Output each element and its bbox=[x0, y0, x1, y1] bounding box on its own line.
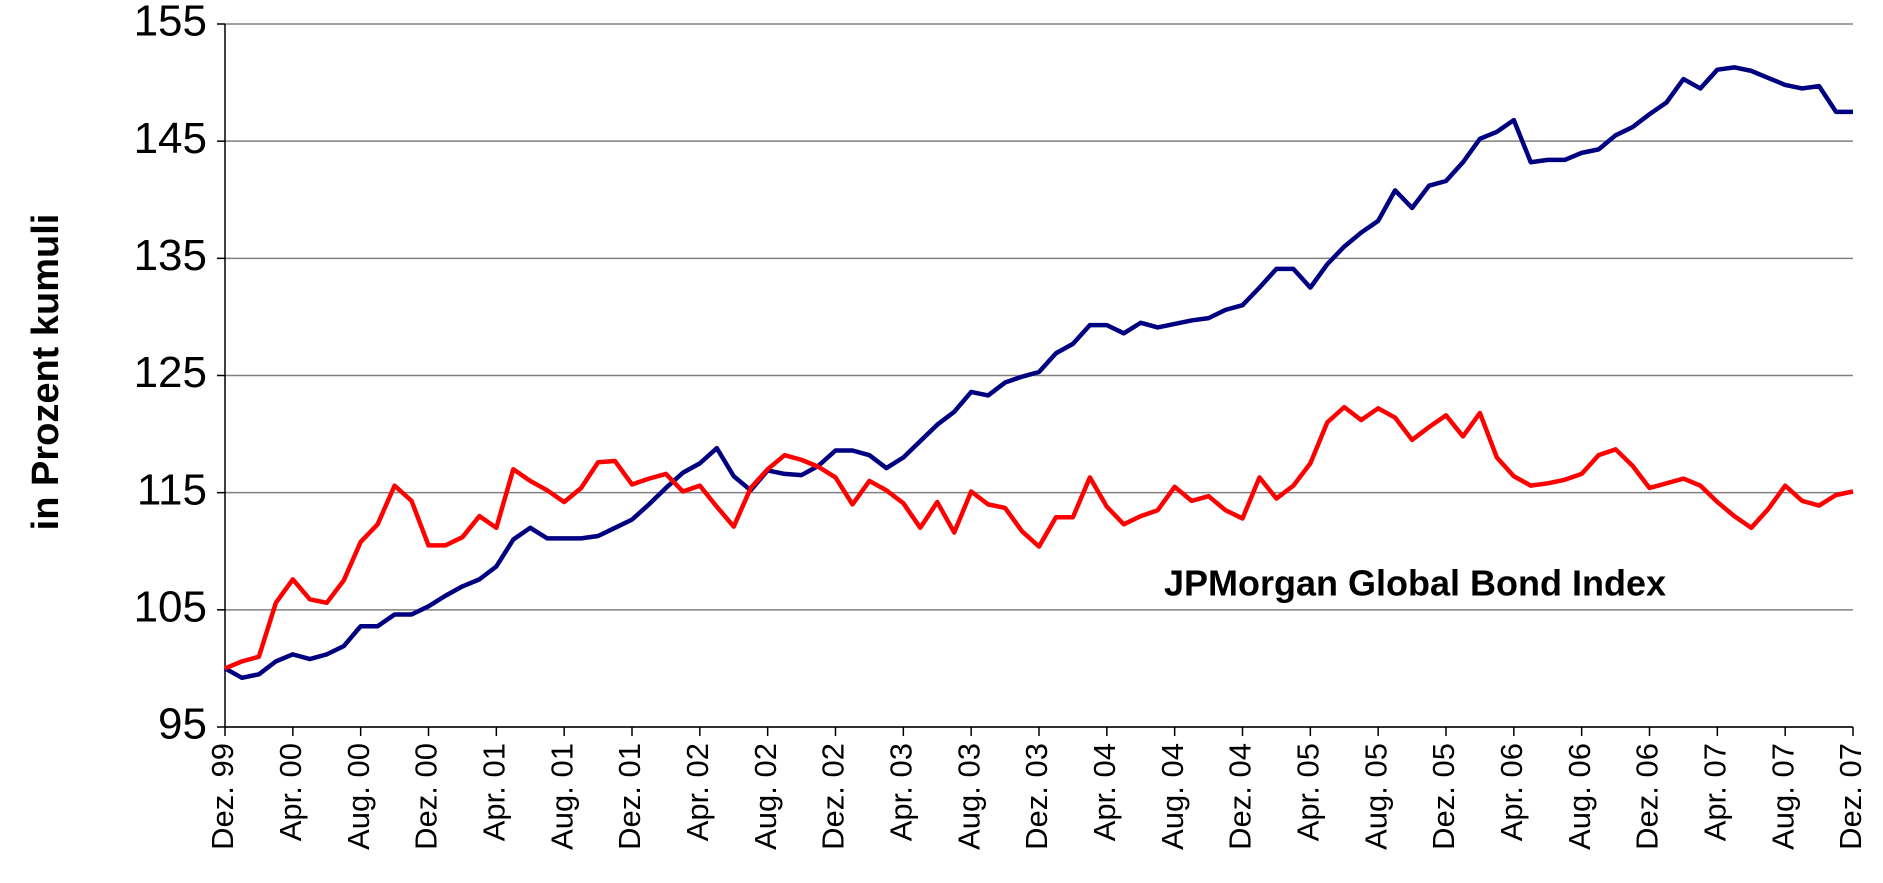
x-tick-label: Apr. 04 bbox=[1087, 743, 1122, 841]
x-tick-label: Dez. 99 bbox=[205, 743, 240, 850]
x-tick-label: Dez. 02 bbox=[816, 743, 851, 850]
y-tick-label: 95 bbox=[158, 700, 207, 749]
series-line bbox=[224, 404, 1854, 671]
x-tick-label: Dez. 07 bbox=[1833, 743, 1868, 850]
y-tick-label: 145 bbox=[134, 114, 207, 163]
x-tick-label: Apr. 03 bbox=[884, 743, 919, 841]
x-tick-label: Aug. 00 bbox=[341, 743, 376, 850]
x-tick-label: Dez. 05 bbox=[1426, 743, 1461, 850]
x-tick-label: Dez. 04 bbox=[1223, 743, 1258, 850]
y-tick-label: 125 bbox=[134, 348, 207, 397]
x-tick-label: Aug. 07 bbox=[1765, 743, 1800, 850]
x-tick-label: Apr. 05 bbox=[1291, 743, 1326, 841]
y-tick-label: 115 bbox=[137, 465, 207, 514]
x-tick-label: Apr. 02 bbox=[680, 743, 715, 841]
x-tick-label: Dez. 00 bbox=[409, 743, 444, 850]
x-tick-label: Apr. 06 bbox=[1494, 743, 1529, 841]
series-label: JPMorgan Global Bond Index bbox=[1164, 563, 1666, 604]
x-tick-label: Dez. 03 bbox=[1019, 743, 1054, 850]
y-tick-label: 155 bbox=[134, 0, 207, 46]
y-axis-label: in Prozent kumuli bbox=[25, 214, 67, 531]
x-tick-label: Apr. 01 bbox=[477, 743, 512, 841]
x-tick-label: Dez. 01 bbox=[612, 743, 647, 850]
x-tick-label: Aug. 02 bbox=[748, 743, 783, 850]
x-tick-label: Apr. 00 bbox=[273, 743, 308, 841]
series-line bbox=[223, 65, 1853, 681]
x-tick-label: Aug. 03 bbox=[951, 743, 986, 850]
x-tick-label: Aug. 06 bbox=[1562, 743, 1597, 850]
x-tick-label: Aug. 04 bbox=[1155, 743, 1190, 850]
x-tick-label: Aug. 01 bbox=[544, 743, 579, 850]
x-tick-label: Aug. 05 bbox=[1358, 743, 1393, 850]
y-tick-label: 105 bbox=[134, 582, 207, 631]
x-tick-label: Dez. 06 bbox=[1630, 743, 1665, 850]
y-tick-label: 135 bbox=[134, 231, 207, 280]
x-tick-label: Apr. 07 bbox=[1698, 743, 1733, 841]
